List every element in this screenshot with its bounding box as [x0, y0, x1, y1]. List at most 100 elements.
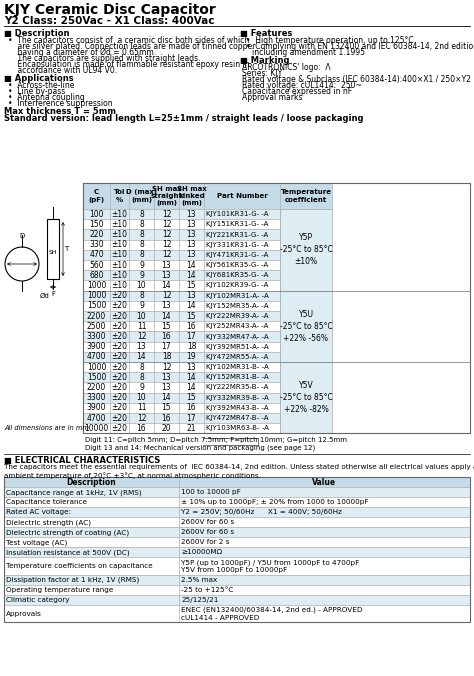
- Text: -25 to +125°C: -25 to +125°C: [181, 587, 233, 593]
- Bar: [83, 403, 110, 413]
- Text: Series: KJY: Series: KJY: [242, 69, 282, 78]
- Text: 16: 16: [187, 404, 196, 412]
- Text: 15: 15: [162, 322, 171, 331]
- Bar: [204, 239, 280, 250]
- Bar: [129, 393, 154, 403]
- Text: accordance with UL94 V0.: accordance with UL94 V0.: [8, 66, 117, 75]
- Text: ±20: ±20: [111, 393, 128, 402]
- Bar: [154, 209, 179, 219]
- Text: 17: 17: [187, 332, 196, 341]
- Text: Description: Description: [67, 478, 117, 487]
- Bar: [83, 393, 110, 403]
- Text: 150: 150: [89, 220, 104, 228]
- Text: Capacitance expressed in nF: Capacitance expressed in nF: [242, 87, 352, 96]
- Bar: [110, 270, 129, 281]
- Text: ±20: ±20: [111, 301, 128, 310]
- Text: Capacitance range at 1kHz, 1V (RMS): Capacitance range at 1kHz, 1V (RMS): [6, 489, 142, 496]
- Text: 2600V for 60 s: 2600V for 60 s: [181, 519, 234, 525]
- Bar: [4, 477, 470, 623]
- Text: 680: 680: [89, 271, 104, 280]
- Bar: [129, 270, 154, 281]
- Bar: [83, 362, 110, 372]
- Text: 1500: 1500: [87, 372, 106, 382]
- Text: 13: 13: [187, 250, 196, 260]
- Text: 3300: 3300: [87, 332, 106, 341]
- Text: ±10: ±10: [111, 250, 128, 260]
- Text: ■ ELECTRICAL CHARACTERISTICS: ■ ELECTRICAL CHARACTERISTICS: [4, 456, 160, 465]
- Text: 8: 8: [139, 372, 144, 382]
- Bar: [179, 260, 204, 270]
- Text: ■ Description: ■ Description: [4, 29, 70, 38]
- Text: ±20: ±20: [111, 372, 128, 382]
- Text: Value: Value: [312, 478, 337, 487]
- Bar: [179, 517, 470, 527]
- Bar: [179, 229, 204, 239]
- Text: The capacitors meet the essential requirements of  IEC 60384-14, 2nd edition. Un: The capacitors meet the essential requir…: [4, 464, 474, 479]
- Bar: [204, 331, 280, 341]
- Bar: [179, 383, 204, 393]
- Text: KJY332MR39-B- -A: KJY332MR39-B- -A: [206, 395, 269, 401]
- Text: KJY681KR35-G- -A: KJY681KR35-G- -A: [206, 272, 268, 279]
- Text: 4700: 4700: [87, 414, 106, 422]
- Text: KJY152MR35-A- -A: KJY152MR35-A- -A: [206, 303, 268, 309]
- Bar: [280, 183, 332, 209]
- Text: 16: 16: [162, 332, 171, 341]
- Bar: [83, 183, 470, 433]
- Text: 18: 18: [187, 342, 196, 352]
- Text: 12: 12: [162, 210, 171, 218]
- Text: T: T: [64, 246, 68, 252]
- Bar: [4, 537, 179, 548]
- Bar: [4, 498, 179, 508]
- Bar: [129, 362, 154, 372]
- Text: 8: 8: [139, 220, 144, 228]
- Bar: [110, 281, 129, 291]
- Text: 17: 17: [187, 414, 196, 422]
- Bar: [179, 575, 470, 585]
- Bar: [4, 527, 179, 537]
- Bar: [129, 219, 154, 229]
- Text: •  Across-the-line: • Across-the-line: [8, 81, 74, 90]
- Text: Temperature coefficients on capacitance: Temperature coefficients on capacitance: [6, 563, 153, 569]
- Text: 1000: 1000: [87, 362, 106, 372]
- Text: ENEC (EN132400/60384-14, 2nd ed.) - APPROVED
cUL1414 - APPROVED: ENEC (EN132400/60384-14, 2nd ed.) - APPR…: [181, 606, 363, 621]
- Text: 9: 9: [139, 261, 144, 270]
- Bar: [83, 331, 110, 341]
- Text: KJY332MR47-A- -A: KJY332MR47-A- -A: [206, 333, 269, 339]
- Text: 13: 13: [162, 271, 171, 280]
- Text: KJY471KR31-G- -A: KJY471KR31-G- -A: [206, 252, 268, 258]
- Text: ±10: ±10: [111, 281, 128, 290]
- Text: 11: 11: [137, 404, 146, 412]
- Bar: [83, 270, 110, 281]
- Text: KJY472MR55-A- -A: KJY472MR55-A- -A: [206, 354, 268, 360]
- Bar: [83, 239, 110, 250]
- Text: 3900: 3900: [87, 404, 106, 412]
- Bar: [204, 423, 280, 433]
- Bar: [204, 321, 280, 331]
- Bar: [4, 517, 179, 527]
- Bar: [129, 281, 154, 291]
- Text: 19: 19: [187, 352, 196, 362]
- Text: 14: 14: [187, 372, 196, 382]
- Text: are silver plated. Connection leads are made of tinned copper: are silver plated. Connection leads are …: [8, 42, 255, 51]
- Text: 12: 12: [162, 220, 171, 228]
- Text: 9: 9: [139, 271, 144, 280]
- Text: 10: 10: [137, 281, 146, 290]
- Bar: [129, 301, 154, 311]
- Text: 20: 20: [162, 424, 171, 433]
- Bar: [179, 239, 204, 250]
- Bar: [204, 393, 280, 403]
- Text: having a diameter of Ød = 0.65mm.: having a diameter of Ød = 0.65mm.: [8, 48, 156, 57]
- Bar: [129, 331, 154, 341]
- Bar: [110, 372, 129, 383]
- Bar: [83, 260, 110, 270]
- Bar: [110, 183, 129, 209]
- Bar: [110, 352, 129, 362]
- Text: D: D: [19, 233, 25, 239]
- Text: KJY101KR31-G- -A: KJY101KR31-G- -A: [206, 211, 268, 217]
- Text: ARCOTRONICS' logo:  Λ: ARCOTRONICS' logo: Λ: [242, 63, 331, 72]
- Text: ± 10% up to 1000pF; ± 20% from 1000 to 10000pF: ± 10% up to 1000pF; ± 20% from 1000 to 1…: [181, 500, 368, 506]
- Text: 8: 8: [139, 240, 144, 249]
- Text: 13: 13: [187, 240, 196, 249]
- Bar: [110, 321, 129, 331]
- Bar: [280, 362, 332, 433]
